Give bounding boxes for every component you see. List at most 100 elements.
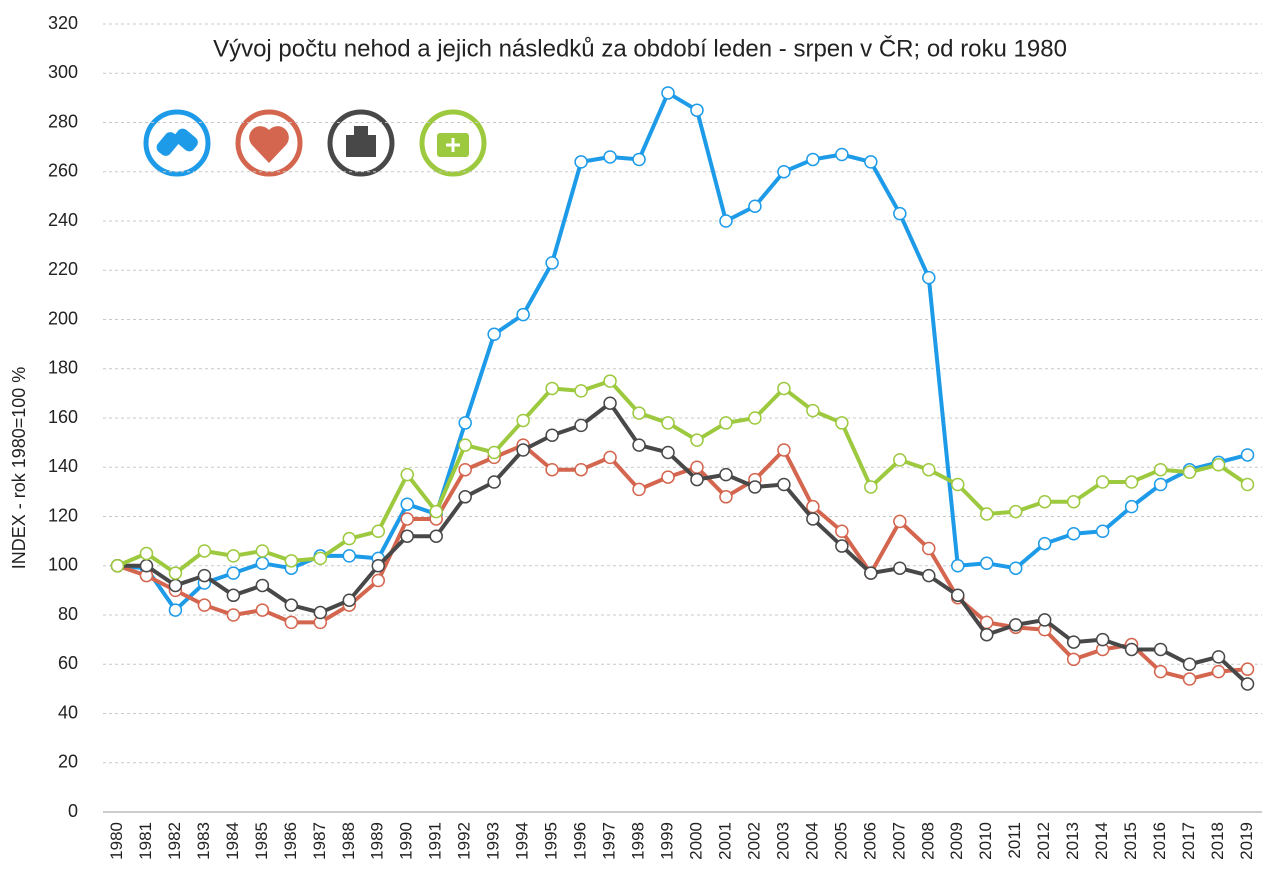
point [545,381,559,396]
point [168,603,183,617]
y-tick-label: 140 [48,456,78,476]
point [574,155,588,169]
icon-deaths [235,109,303,177]
icons [143,109,487,177]
point [632,438,646,452]
x-tick-label: 2004 [802,822,821,860]
icon-hospital [346,135,376,157]
point [516,307,530,322]
y-tick-label: 220 [48,259,78,279]
point [864,155,878,169]
point [371,573,386,588]
point [951,559,965,573]
x-tick-label: 2012 [1034,822,1053,860]
point [313,551,328,566]
x-tick-label: 1998 [629,822,648,860]
point [690,472,704,487]
point [632,406,646,420]
point [226,566,241,580]
point [255,544,270,558]
y-tick-label: 120 [48,505,78,525]
point [1037,536,1052,551]
chart-title: Vývoj počtu nehod a jejich následků za o… [213,34,1067,62]
x-tick-label: 2001 [715,822,734,860]
x-tick-label: 2019 [1237,822,1256,860]
point [574,462,588,477]
x-tick-label: 1984 [223,822,242,860]
y-tick-label: 180 [48,358,78,378]
point [458,462,472,477]
point [1095,632,1110,647]
x-tick-label: 2000 [686,822,705,860]
point [1240,448,1255,462]
x-tick-label: 1993 [484,822,503,860]
point [284,554,299,568]
point [777,443,791,457]
point [1153,642,1168,657]
point [458,416,472,430]
icon-light [419,109,487,177]
point [893,514,907,529]
y-tick-label: 200 [48,308,78,328]
point [777,477,791,492]
point [255,603,270,617]
x-tick-label: 1996 [571,822,590,860]
point [545,462,559,477]
x-tick-label: 2008 [918,822,937,860]
point [979,627,994,642]
x-tick-label: 1985 [252,822,271,860]
point [748,480,762,494]
icon-heart [249,126,289,163]
point [979,507,994,521]
point [1124,475,1139,489]
point [1153,664,1168,679]
series-line [116,443,1248,682]
point [922,568,936,583]
y-tick-label: 260 [48,161,78,181]
point [110,559,125,573]
point [1066,526,1081,541]
x-tick-label: 1989 [368,822,387,860]
point [979,556,994,571]
point [255,556,270,571]
icon-car [156,132,180,156]
point [197,598,212,612]
point [313,605,328,620]
point [806,152,820,167]
point [284,598,299,612]
x-tick-label: 2010 [976,822,995,860]
point [632,152,646,167]
y-axis-label: INDEX - rok 1980=100 % [9,367,29,570]
y-tick-label: 320 [48,13,78,33]
point [922,541,936,556]
point [661,416,675,430]
point [661,470,675,484]
point [1240,477,1255,492]
point [719,467,733,482]
point [1240,677,1255,691]
point [342,531,357,546]
point [1153,477,1168,492]
point [748,199,762,213]
point [835,524,849,539]
y-tick-label: 80 [58,604,78,624]
point [893,206,907,221]
point [168,566,183,580]
point [690,103,704,117]
x-tick-label: 1992 [455,822,474,860]
x-tick-label: 2002 [744,822,763,860]
point [487,475,501,489]
point [719,416,733,430]
x-tick-label: 1995 [542,822,561,860]
series-line [117,401,1249,686]
point [1124,499,1139,514]
point [458,438,472,452]
x-tick-label: 1988 [339,822,358,860]
y-tick-label: 0 [68,801,78,821]
x-tick-label: 2003 [773,822,792,860]
point [806,512,820,526]
point [632,482,646,497]
point [1182,465,1197,479]
point [487,327,501,342]
point [1095,475,1110,489]
